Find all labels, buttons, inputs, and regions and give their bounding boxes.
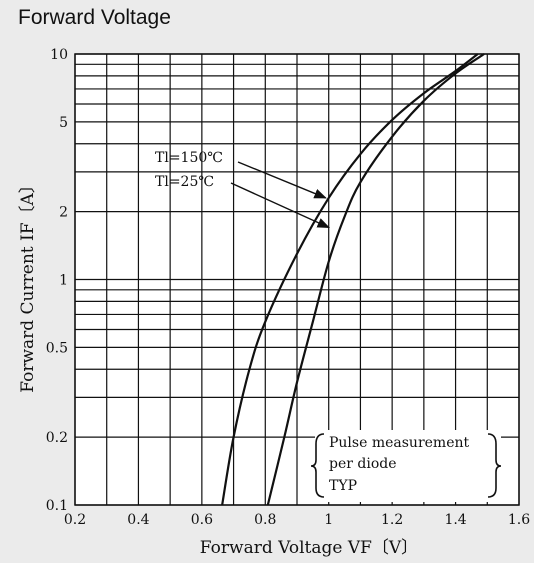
series-line-0 [221, 53, 479, 506]
y-tick-label: 5 [59, 115, 68, 131]
annotations: Tl=150℃ Tl=25℃ [155, 150, 331, 229]
y-tick-label: 2 [59, 205, 68, 221]
x-tick-label: 1.2 [381, 512, 403, 528]
annotation-label: Tl=25℃ [155, 174, 214, 190]
x-axis-label: Forward Voltage VF〔V〕 [200, 538, 418, 558]
series-line-1 [266, 53, 485, 506]
annotation-arrow [237, 161, 327, 199]
y-tick-label: 0.2 [46, 430, 68, 446]
note-line: TYP [329, 478, 357, 494]
annotation-arrow [230, 182, 331, 229]
y-tick-label: 0.5 [46, 340, 68, 356]
x-tick-label: 1.6 [508, 512, 530, 528]
note-line: Pulse measurement [329, 435, 469, 451]
x-tick-label: 1 [324, 512, 333, 528]
y-axis-label: Forward Current IF〔A〕 [18, 176, 38, 393]
right-brace [487, 433, 502, 498]
x-tick-label: 0.6 [191, 512, 213, 528]
note-line: per diode [329, 456, 397, 472]
y-tick-label: 0.1 [46, 498, 68, 514]
y-tick-label: 10 [50, 47, 68, 63]
x-tick-label: 0.4 [127, 512, 149, 528]
left-brace [310, 433, 325, 498]
x-tick-label: 1.4 [444, 512, 466, 528]
x-tick-label: 0.2 [64, 512, 86, 528]
note-background [315, 430, 501, 502]
note-box: Pulse measurement per diode TYP [310, 430, 502, 502]
plot-frame [74, 53, 520, 506]
chart-title: Forward Voltage [18, 6, 171, 29]
y-tick-label: 1 [59, 273, 68, 289]
annotation-label: Tl=150℃ [155, 150, 223, 166]
series-group [221, 53, 485, 506]
x-tick-label: 0.8 [254, 512, 276, 528]
